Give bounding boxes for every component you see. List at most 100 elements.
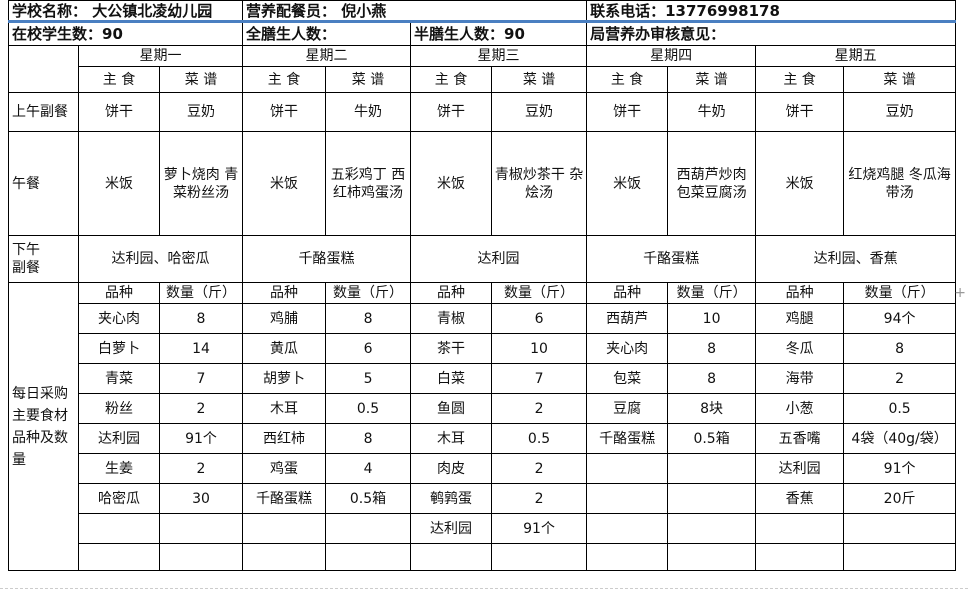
ingredient-quantity — [325, 513, 412, 544]
purchase-label-text: 每日采购主要食材品种及数量 — [12, 385, 68, 468]
morning-snack-label: 上午副餐 — [8, 92, 79, 132]
lunch-dish: 五彩鸡丁 西红柿鸡蛋汤 — [325, 131, 412, 236]
item-header: 品种 — [586, 282, 669, 304]
ingredient-quantity: 14 — [158, 333, 244, 364]
staple-header: 主 食 — [78, 66, 160, 93]
table-row: 哈密瓜 30 千酪蛋糕 0.5箱 鹌鹑蛋 2 香蕉 20斤 — [9, 483, 957, 514]
ingredient-quantity: 8 — [843, 333, 957, 364]
ingredient-quantity: 8 — [158, 303, 244, 334]
ingredient-quantity: 30 — [158, 483, 244, 514]
ingredient-quantity — [843, 513, 957, 544]
quantity-header: 数量（斤） — [667, 282, 757, 304]
add-icon[interactable]: + — [954, 285, 966, 301]
lunch-dish: 青椒炒茶干 杂烩汤 — [491, 131, 588, 236]
ingredient-quantity — [667, 513, 757, 544]
ingredient-quantity — [843, 543, 957, 571]
morning-dish: 牛奶 — [325, 92, 412, 132]
menu-table: 学校名称： 大公镇北凌幼儿园 营养配餐员： 倪小燕 联系电话：137769981… — [7, 0, 957, 571]
ingredient-name: 豆腐 — [586, 393, 669, 424]
ingredient-quantity: 7 — [491, 363, 588, 394]
ingredient-quantity: 94个 — [843, 303, 957, 334]
table-row: 每日采购主要食材品种及数量 品种 数量（斤） 品种 数量（斤） 品种 数量（斤） 品种 数量（斤… — [8, 282, 957, 571]
ingredient-quantity — [325, 543, 412, 571]
menu-header: 菜 谱 — [325, 66, 412, 93]
morning-dish: 豆奶 — [843, 92, 957, 132]
afternoon-snack-label: 下午副餐 — [8, 235, 79, 283]
ingredient-quantity: 8块 — [667, 393, 757, 424]
afternoon-snack: 达利园 — [410, 235, 588, 283]
ingredient-quantity: 8 — [325, 423, 412, 454]
ingredient-name: 香蕉 — [755, 483, 845, 514]
afternoon-snack: 达利园、哈密瓜 — [77, 235, 244, 283]
lunch-dish: 红烧鸡腿 冬瓜海带汤 — [843, 131, 957, 236]
ingredient-name: 达利园 — [78, 423, 160, 454]
ingredient-name — [586, 483, 669, 514]
ingredient-quantity: 2 — [491, 453, 588, 484]
ingredient-name: 千酪蛋糕 — [242, 483, 327, 514]
ingredient-name — [586, 543, 669, 571]
ingredient-quantity — [158, 543, 244, 571]
ingredient-name: 白菜 — [410, 363, 493, 394]
ingredient-quantity — [667, 483, 757, 514]
lunch-staple: 米饭 — [78, 131, 160, 236]
table-row — [9, 543, 957, 571]
half-board-count: 半膳生人数：90 — [410, 21, 588, 46]
ingredient-quantity: 8 — [667, 363, 757, 394]
staple-header: 主 食 — [755, 66, 845, 93]
ingredient-name: 鸡蛋 — [242, 453, 327, 484]
ingredient-quantity: 4袋（40g/袋） — [843, 423, 957, 454]
ingredient-name: 哈密瓜 — [78, 483, 160, 514]
ingredient-quantity — [491, 543, 588, 571]
item-header: 品种 — [410, 282, 493, 304]
menu-header: 菜 谱 — [491, 66, 588, 93]
ingredient-name: 胡萝卜 — [242, 363, 327, 394]
ingredient-name: 黄瓜 — [242, 333, 327, 364]
ingredient-quantity: 91个 — [491, 513, 588, 544]
ingredient-name: 海带 — [755, 363, 845, 394]
table-row: 星期一 星期二 星期三 星期四 星期五 — [8, 45, 957, 93]
menu-header: 菜 谱 — [667, 66, 757, 93]
ingredient-quantity: 7 — [158, 363, 244, 394]
table-row: 生姜 2 鸡蛋 4 肉皮 2 达利园 91个 — [9, 453, 957, 484]
ingredient-name: 生姜 — [78, 453, 160, 484]
ingredient-name: 木耳 — [410, 423, 493, 454]
ingredient-name: 木耳 — [242, 393, 327, 424]
menu-header: 菜 谱 — [158, 66, 244, 93]
afternoon-snack: 千酪蛋糕 — [586, 235, 757, 283]
ingredient-quantity: 4 — [325, 453, 412, 484]
nutrition-staff: 营养配餐员： 倪小燕 — [242, 0, 588, 23]
ingredient-quantity: 8 — [667, 333, 757, 364]
morning-dish: 豆奶 — [491, 92, 588, 132]
ingredient-name: 达利园 — [410, 513, 493, 544]
ingredient-quantity: 2 — [158, 453, 244, 484]
corner-cell — [8, 45, 79, 93]
table-row: 达利园 91个 — [9, 513, 957, 544]
ingredient-quantity: 2 — [491, 393, 588, 424]
ingredient-name: 夹心肉 — [586, 333, 669, 364]
quantity-header: 数量（斤） — [843, 282, 957, 304]
ingredient-name: 夹心肉 — [78, 303, 160, 334]
lunch-label: 午餐 — [8, 131, 79, 236]
ingredient-name — [586, 513, 669, 544]
school-name: 学校名称： 大公镇北凌幼儿园 — [7, 0, 244, 23]
ingredient-name: 青椒 — [410, 303, 493, 334]
ingredient-name — [755, 513, 845, 544]
item-header: 品种 — [78, 282, 160, 304]
quantity-header: 数量（斤） — [491, 282, 588, 304]
lunch-dish: 萝卜烧肉 青菜粉丝汤 — [158, 131, 244, 236]
staple-header: 主 食 — [586, 66, 669, 93]
ingredient-quantity — [667, 453, 757, 484]
ingredient-name: 肉皮 — [410, 453, 493, 484]
full-board-count: 全膳生人数： — [242, 21, 412, 46]
ingredient-quantity: 10 — [491, 333, 588, 364]
page-break-guide — [0, 588, 968, 589]
ingredient-name: 白萝卜 — [78, 333, 160, 364]
quantity-header: 数量（斤） — [158, 282, 244, 304]
ingredient-name: 包菜 — [586, 363, 669, 394]
ingredient-name: 鸡脯 — [242, 303, 327, 334]
ingredient-name: 青菜 — [78, 363, 160, 394]
table-row: 上午副餐 饼干 豆奶 饼干 牛奶 饼干 豆奶 饼干 牛奶 饼干 豆奶 — [8, 92, 957, 132]
ingredient-quantity: 0.5箱 — [325, 483, 412, 514]
ingredient-quantity: 8 — [325, 303, 412, 334]
weekday-header: 星期四 — [586, 45, 757, 67]
